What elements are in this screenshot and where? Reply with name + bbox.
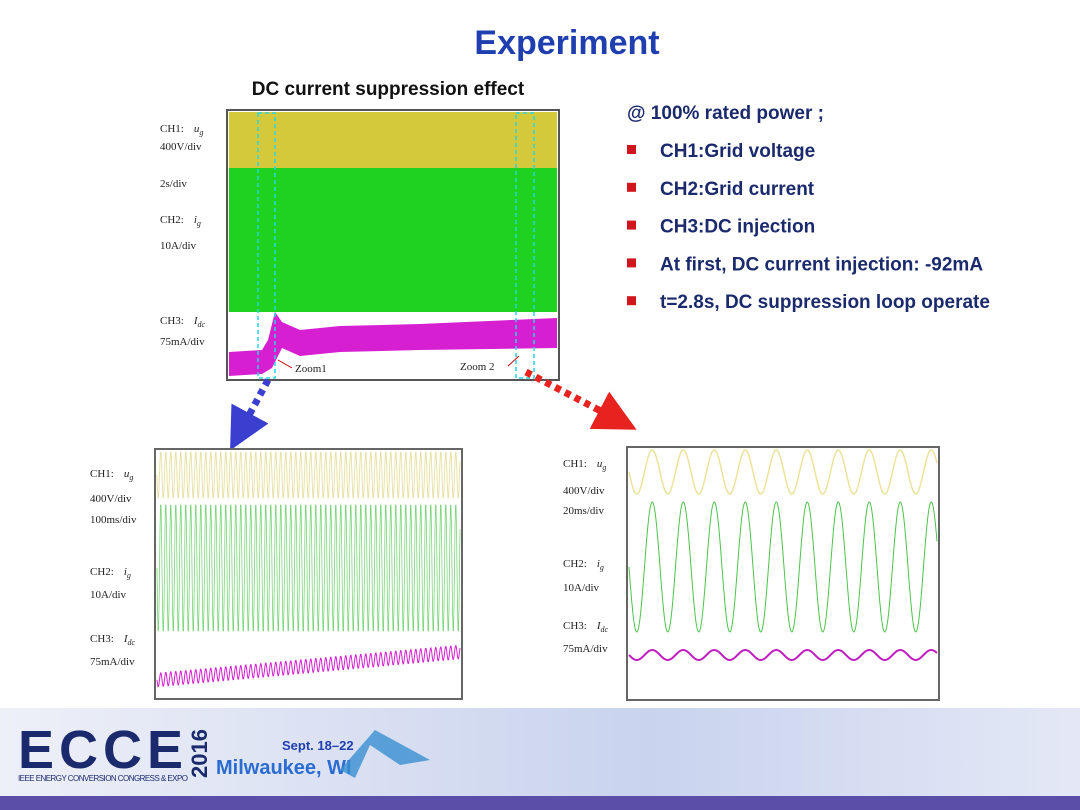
- location: Milwaukee, WI: [216, 757, 352, 779]
- channel-subscript: dc: [601, 625, 609, 634]
- channel-scale: 400V/div: [563, 485, 605, 497]
- channel-name: CH3:: [160, 315, 184, 327]
- channel-name: CH1:: [160, 123, 184, 135]
- ch2-band: [229, 168, 557, 312]
- bullet-marker: [627, 182, 636, 192]
- scope-frame: [154, 448, 463, 700]
- channel-symbol: i: [597, 558, 600, 570]
- bullet-text: CH1:Grid voltage: [660, 141, 815, 162]
- zoom1-pointer: [277, 359, 293, 369]
- slide-title: Experiment: [474, 24, 659, 62]
- bullet-text: CH3:DC injection: [660, 217, 815, 238]
- time-scale: 2s/div: [160, 178, 187, 190]
- bullet-marker: [627, 145, 636, 154]
- ch3-wave: [156, 645, 461, 688]
- channel-symbol: u: [124, 468, 130, 480]
- ch3-wave: [628, 649, 938, 661]
- zoom1-window: [257, 112, 276, 379]
- bullet-marker: [627, 258, 636, 268]
- bullet-text: CH2:Grid current: [660, 179, 815, 200]
- channel-scale: 400V/div: [90, 493, 132, 505]
- bullet-text: t=2.8s, DC suppression loop operate: [660, 292, 990, 313]
- channel-symbol: u: [194, 123, 200, 135]
- channel-label: CH1: ug: [563, 458, 606, 472]
- channel-symbol: u: [597, 458, 603, 470]
- channel-subscript: g: [602, 463, 606, 472]
- channel-name: CH2:: [90, 566, 114, 578]
- footer-stripe: [0, 796, 1080, 810]
- channel-scale: 75mA/div: [90, 656, 135, 668]
- channel-name: CH3:: [563, 620, 587, 632]
- channel-name: CH2:: [563, 558, 587, 570]
- channel-label: CH3: Idc: [90, 633, 136, 647]
- logo-year: 2016: [187, 729, 212, 778]
- ch1-wave: [156, 451, 461, 499]
- channel-scale: 10A/div: [90, 589, 127, 601]
- figure-title: DC current suppression effect: [252, 79, 525, 100]
- channel-name: CH2:: [160, 214, 184, 226]
- dates: Sept. 18–22: [282, 738, 354, 753]
- channel-label: CH3: Idc: [160, 315, 206, 329]
- channel-scale: 400V/div: [160, 141, 202, 153]
- channel-label: CH3: Idc: [563, 620, 609, 634]
- channel-subscript: g: [127, 571, 131, 580]
- logo-graphic: [340, 730, 430, 778]
- zoom-label: Zoom 2: [460, 361, 495, 373]
- channel-scale: 75mA/div: [563, 643, 608, 655]
- channel-subscript: g: [129, 473, 133, 482]
- time-scale: 100ms/div: [90, 514, 137, 526]
- ch2-wave: [156, 504, 461, 632]
- time-scale: 20ms/div: [563, 505, 604, 517]
- channel-symbol: i: [124, 566, 127, 578]
- channel-scale: 75mA/div: [160, 336, 205, 348]
- zoom2-pointer: [507, 355, 520, 367]
- scope-frame: [626, 446, 940, 701]
- zoom2-arrow: [524, 368, 637, 430]
- channel-symbol: I: [123, 633, 129, 645]
- channel-name: CH1:: [90, 468, 114, 480]
- ch1-band: [229, 112, 557, 168]
- channel-name: CH3:: [90, 633, 114, 645]
- channel-name: CH1:: [563, 458, 587, 470]
- logo-tagline: IEEE ENERGY CONVERSION CONGRESS & EXPO: [18, 774, 188, 783]
- channel-subscript: g: [600, 563, 604, 572]
- channel-subscript: dc: [128, 638, 136, 647]
- channel-scale: 10A/div: [563, 582, 600, 594]
- bullet-text: At first, DC current injection: -92mA: [660, 254, 983, 275]
- channel-label: CH1: ug: [90, 468, 133, 482]
- footer-band: [0, 708, 1080, 796]
- channel-label: CH2: ig: [160, 214, 201, 228]
- ch2-wave: [628, 501, 938, 633]
- channel-label: CH1: ug: [160, 123, 203, 137]
- zoom2-window: [515, 112, 535, 379]
- ch3-trace: [229, 312, 557, 376]
- zoom-label: Zoom1: [295, 363, 327, 375]
- channel-subscript: g: [199, 128, 203, 137]
- channel-subscript: dc: [198, 320, 206, 329]
- bullet-list: CH1:Grid voltage CH2:Grid current CH3:DC i…: [627, 141, 990, 313]
- channel-symbol: I: [596, 620, 602, 632]
- channel-label: CH2: ig: [90, 566, 131, 580]
- conditions-heading: @ 100% rated power ;: [627, 103, 824, 124]
- channel-scale: 10A/div: [160, 240, 197, 252]
- channel-symbol: i: [194, 214, 197, 226]
- channel-subscript: g: [197, 219, 201, 228]
- ch1-wave: [628, 449, 938, 495]
- waveforms: [156, 449, 938, 688]
- bullet-marker: [627, 296, 636, 306]
- channel-symbol: I: [193, 315, 199, 327]
- channel-label: CH2: ig: [563, 558, 604, 572]
- zoom1-arrow: [230, 378, 272, 451]
- bullet-marker: [627, 220, 636, 230]
